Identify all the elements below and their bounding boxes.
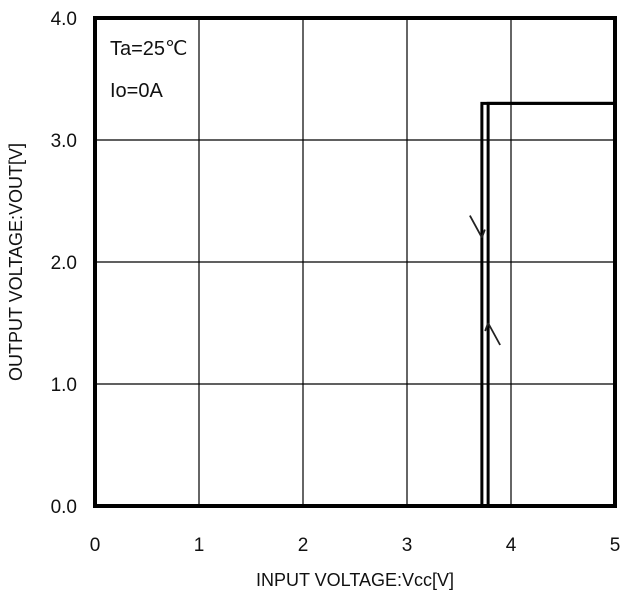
x-tick-labels: 0 1 2 3 4 5	[90, 535, 621, 556]
arrow-up	[484, 322, 501, 346]
grid	[95, 18, 615, 506]
y-tick-labels: 0.0 1.0 2.0 3.0 4.0	[51, 9, 77, 518]
y-tick-label: 2.0	[51, 253, 77, 274]
x-axis-label: INPUT VOLTAGE:Vcc[V]	[256, 570, 454, 590]
y-tick-label: 4.0	[51, 9, 77, 30]
series-line-rising	[95, 101, 615, 508]
y-tick-label: 1.0	[51, 375, 77, 396]
x-tick-label: 4	[506, 535, 517, 556]
annotation-current: Io=0A	[110, 80, 163, 102]
x-tick-label: 0	[90, 535, 101, 556]
series-layer	[95, 101, 615, 508]
x-tick-label: 3	[402, 535, 413, 556]
y-tick-label: 3.0	[51, 131, 77, 152]
x-tick-label: 5	[610, 535, 621, 556]
y-tick-label: 0.0	[51, 497, 77, 518]
arrow-layer	[469, 215, 501, 346]
y-axis-label: OUTPUT VOLTAGE:VOUT[V]	[6, 143, 26, 381]
annotation-temperature: Ta=25℃	[110, 38, 188, 60]
series-line-falling	[95, 101, 615, 508]
x-tick-label: 1	[194, 535, 205, 556]
x-tick-label: 2	[298, 535, 309, 556]
arrow-down	[469, 215, 486, 239]
plot-frame	[93, 16, 617, 508]
